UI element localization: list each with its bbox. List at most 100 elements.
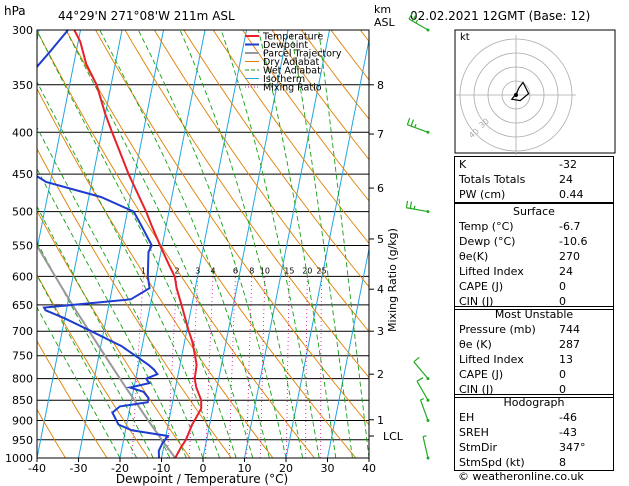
mixing-ratio-line [131,276,144,458]
legend-label: Mixing Ratio [263,83,322,94]
mixing-ratio-label: 20 [302,266,312,275]
dry-adiabat-line [154,30,369,333]
pressure-tick-label: 300 [12,24,33,37]
wet-adiabat-line [37,30,237,458]
stat-row: Pressure (mb) 744 [455,322,613,337]
stat-value: -10.6 [559,235,588,248]
pressure-tick-label: 600 [12,270,33,283]
mixing-ratio-label: 3 [195,266,200,275]
stat-label: CIN (J) [459,383,494,396]
wind-barb-flag [414,123,417,128]
stat-label: EH [459,411,475,424]
stat-label: θe (K) [459,338,492,351]
legend-label: Dry Adiabat [263,57,320,68]
stat-row: StmDir 347° [455,440,613,455]
stat-value: 744 [559,323,580,336]
mixing-ratio-label: 15 [284,266,294,275]
wind-barb-shaft [422,436,429,459]
stat-row: θe(K) 270 [455,249,613,264]
hodograph-trace [510,81,530,102]
km-tick-label: 8 [377,79,384,92]
stat-label: θe(K) [459,250,489,263]
dry-adiabat-line [212,30,369,245]
temperature-tick-label: -40 [28,462,46,475]
stat-value: 0 [559,280,566,293]
dry-adiabat-line [37,87,274,458]
axes: 3003504004505005506006507007508008509009… [5,24,404,475]
km-unit-label: km [374,3,391,16]
pressure-tick-label: 950 [12,434,33,447]
stat-value: -46 [559,411,577,424]
stat-row: K -32 [455,157,613,172]
stat-label: CAPE (J) [459,368,504,381]
temperature-tick-label: -20 [111,462,129,475]
stat-value: -43 [559,426,577,439]
dewpoint-line [37,30,170,458]
temperature-tick-label: 0 [200,462,207,475]
temperature-tick-label: -10 [153,462,171,475]
most-unstable-title: Most Unstable [494,308,574,321]
pressure-tick-label: 500 [12,206,33,219]
lcl-label: LCL [383,430,404,443]
wind-barb-dot [426,377,430,381]
datetime-title: 02.02.2021 12GMT (Base: 12) [410,9,590,23]
wind-barb-dot [426,398,430,402]
stat-row: Temp (°C) -6.7 [455,219,613,234]
stat-value: 0 [559,295,566,308]
wet-adiabat-line [257,30,337,458]
wet-adiabat-line [220,30,320,458]
stat-label: Pressure (mb) [459,323,536,336]
most-unstable-panel: Most Unstable Pressure (mb) 744 θe (K) 287 L… [454,306,614,398]
mixing-ratio-label: 1 [141,266,146,275]
x-axis-title: Dewpoint / Temperature (°C) [116,472,288,486]
stat-row: CAPE (J) 0 [455,279,613,294]
pressure-tick-label: 700 [12,325,33,338]
stat-label: K [459,158,467,171]
wind-barb-shaft [419,399,429,421]
left-unit-label: hPa [4,4,26,18]
wind-barb-dot [426,419,430,423]
wind-barb-flag [416,377,424,382]
surface-panel: Surface Temp (°C) -6.7 Dewp (°C) -10.6 θe(K)… [454,203,614,310]
dry-adiabat-line [95,30,369,426]
stat-label: Lifted Index [459,353,524,366]
isotherm-line [161,30,247,458]
isotherm-line [78,30,164,458]
wind-barb-flag [409,201,413,209]
stat-label: SREH [459,426,489,439]
diagram-grid: 1 2 3 4 6 8 10 15 20 25 [37,30,369,458]
wind-barb-flag [422,435,427,438]
wet-adiabat-line [318,30,369,458]
isotherm-line [202,30,289,458]
temperature-tick-label: 30 [321,462,335,475]
surface-title: Surface [513,205,555,218]
pressure-tick-label: 750 [12,350,33,363]
asl-unit-label: ASL [374,16,396,29]
stat-label: Dewp (°C) [459,235,516,248]
stat-label: CIN (J) [459,295,494,308]
wind-barb-shaft [413,361,429,380]
wind-barb-flag [420,398,424,401]
dry-adiabat-line [183,30,369,288]
hodograph-table-title: Hodograph [503,396,565,409]
mixing-ratio-label: 6 [233,266,238,275]
wind-barb-flag [411,14,417,22]
wind-barb-flag [406,117,411,125]
hodograph-storm-marker [514,93,518,97]
stat-row: Totals Totals 24 [455,172,613,187]
mixing-ratio-line [305,276,308,458]
wind-barb-shaft [416,380,429,401]
mixing-ratio-label: 8 [249,266,254,275]
km-tick-label: 4 [377,283,384,296]
mixing-ratio-line [286,276,290,458]
wind-barb-flag [415,19,419,24]
stat-value: 8 [559,456,566,469]
plot-frame [36,29,370,459]
km-tick-label: 3 [377,325,384,338]
hodograph-table-panel: Hodograph EH -46 SREH -43 StmDir 347° StmSpd (… [454,394,614,471]
stat-label: StmSpd (kt) [459,456,525,469]
dry-adiabat-line [37,147,232,458]
stat-value: 13 [559,353,573,366]
